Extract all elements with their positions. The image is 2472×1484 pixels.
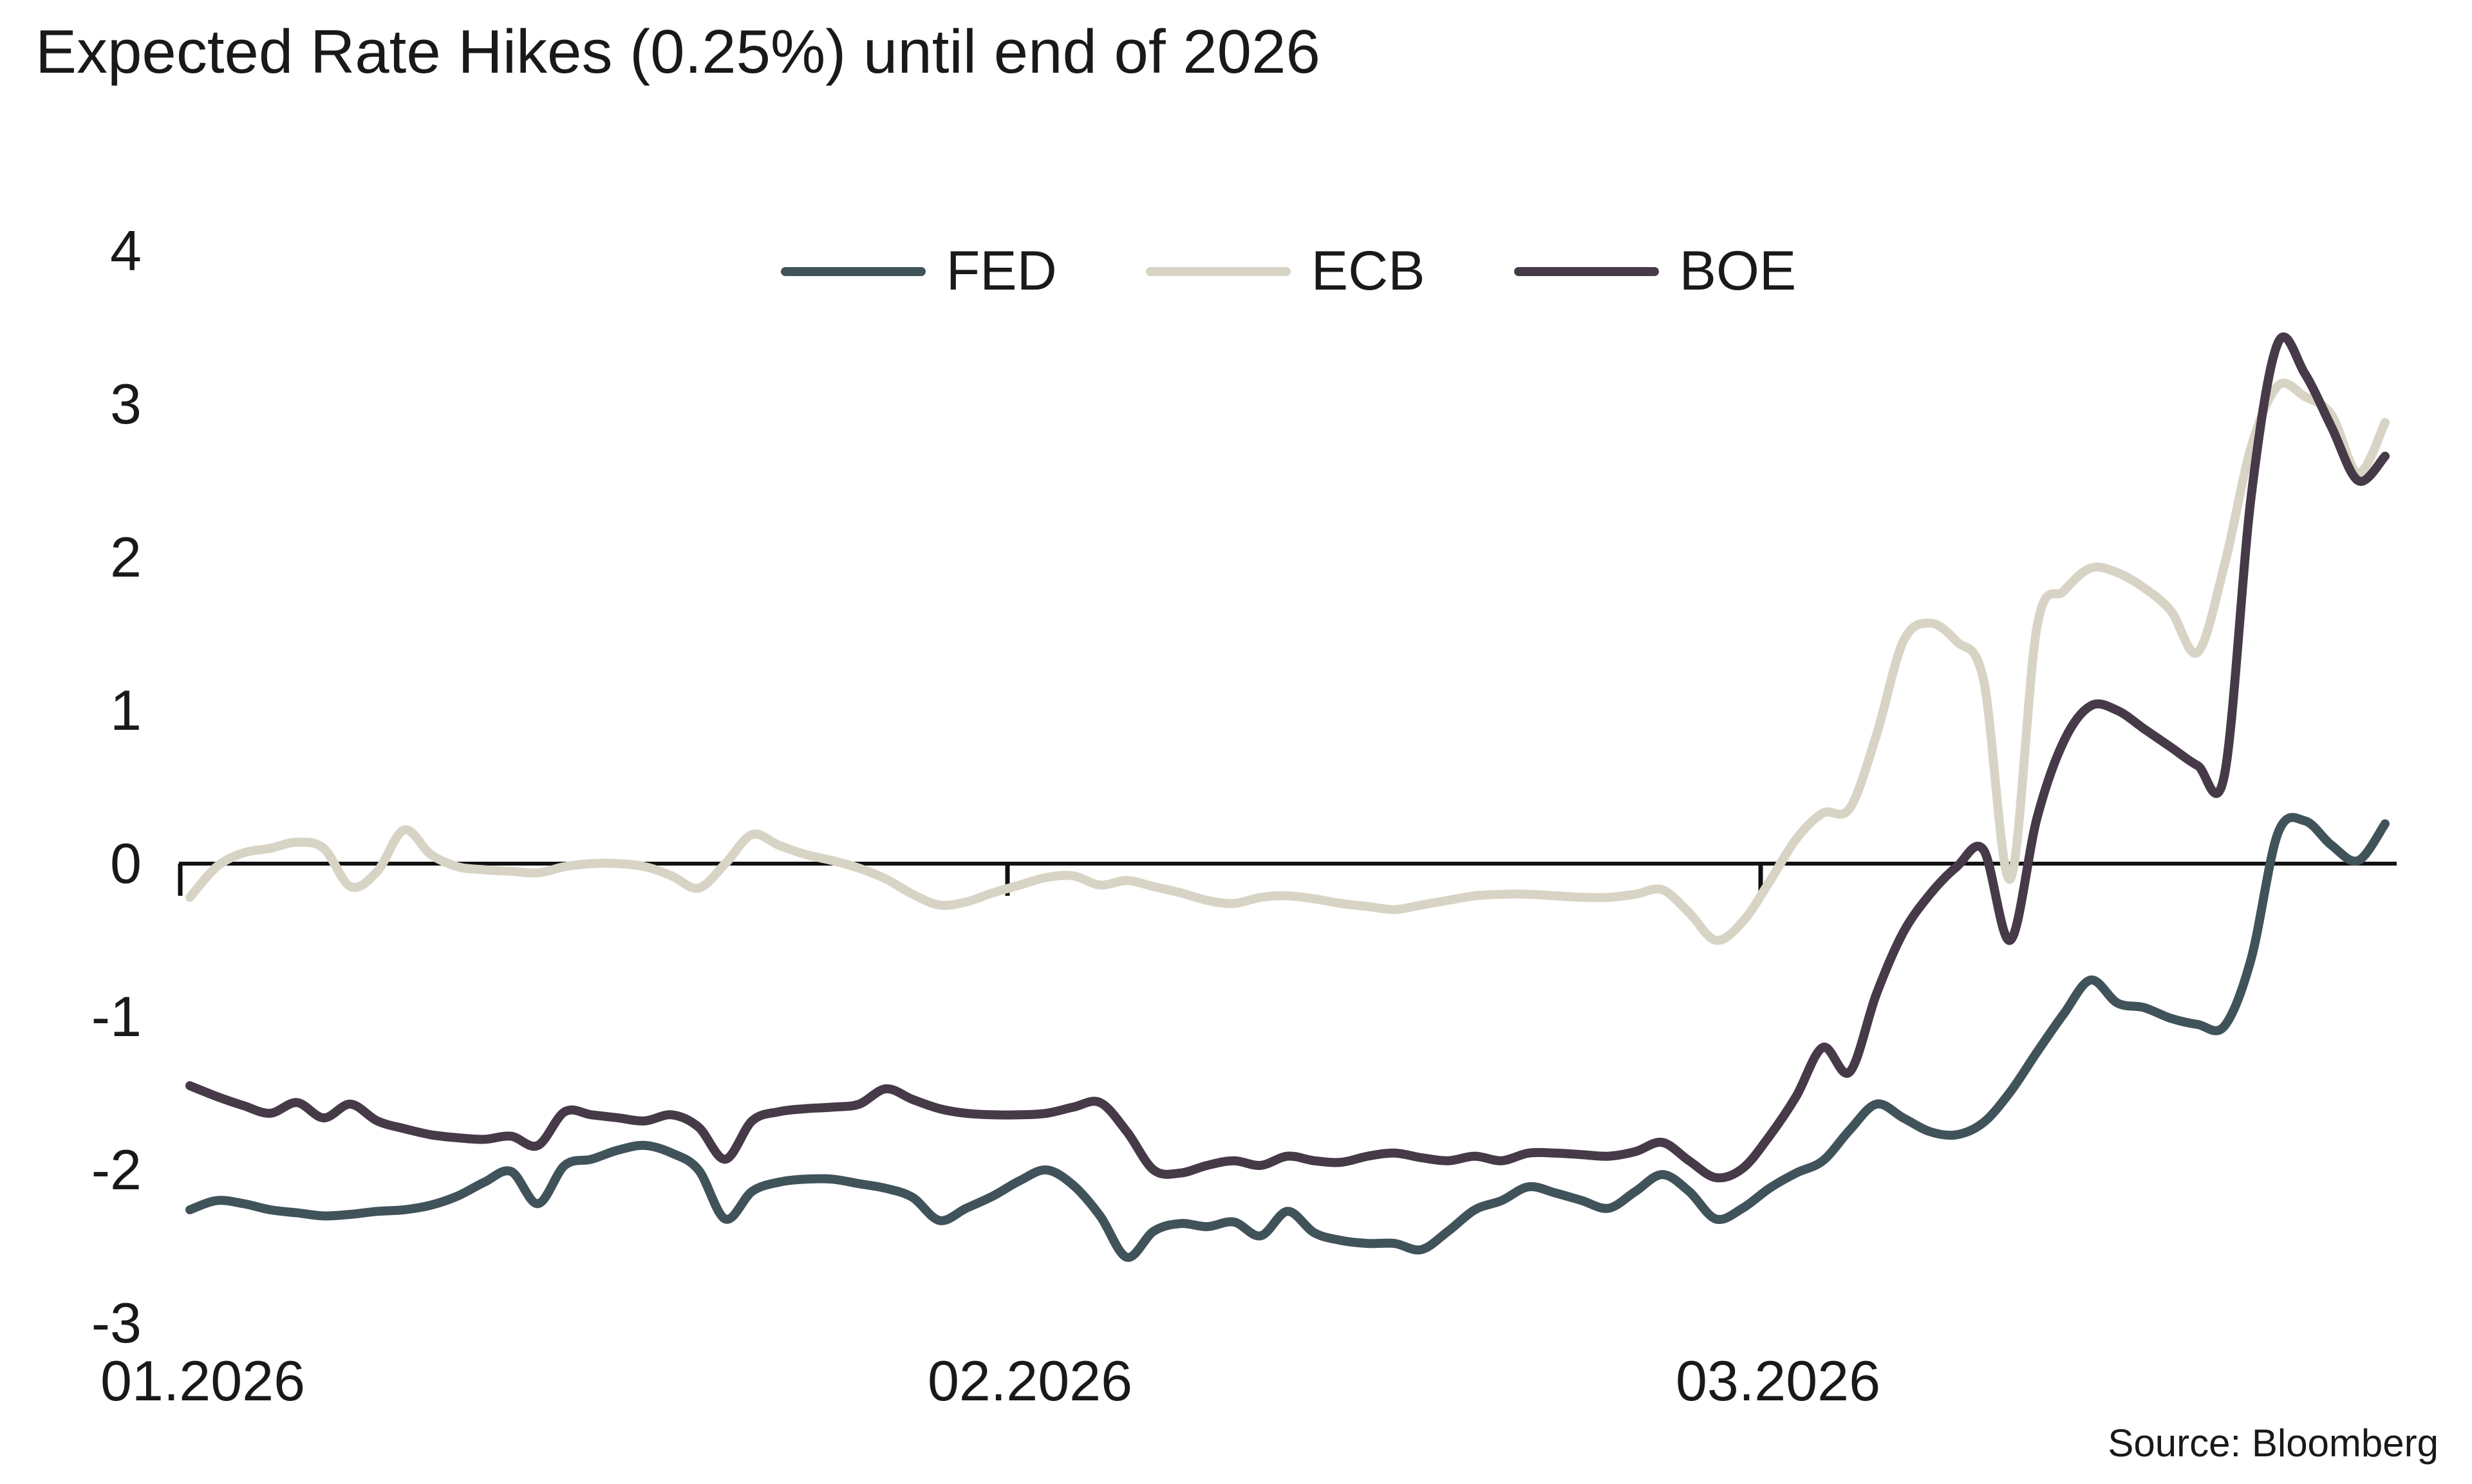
boe-line-series (185, 332, 2390, 1183)
chart-title: Expected Rate Hikes (0.25%) until end of… (35, 17, 1320, 86)
ecb-line-swatch-icon (1145, 266, 1291, 276)
legend-item-ecb: ECB (1145, 239, 1425, 303)
legend-item-fed: FED (780, 239, 1057, 303)
y-axis-tick-label-1: 1 (110, 678, 142, 742)
ecb-line-series (185, 378, 2390, 945)
x-axis-tick-label-01.2026: 01.2026 (100, 1349, 306, 1413)
y-axis-tick-label-2: 2 (110, 525, 142, 589)
source-credit: Source: Bloomberg (2108, 1422, 2439, 1465)
y-axis-tick-label-4: 4 (110, 219, 142, 283)
y-axis-tick-label-0: 0 (110, 831, 142, 895)
fed-line-swatch-icon (780, 266, 926, 276)
y-axis-tick-label-3: 3 (110, 372, 142, 436)
legend-label-boe: BOE (1679, 240, 1797, 302)
fed-line-series (185, 813, 2390, 1262)
y-axis-tick-label--3: -3 (91, 1291, 142, 1355)
x-axis-tick-label-02.2026: 02.2026 (927, 1349, 1133, 1413)
y-axis-tick-label--1: -1 (91, 985, 142, 1048)
legend-item-boe: BOE (1513, 239, 1797, 303)
legend-label-fed: FED (946, 240, 1057, 302)
legend: FED ECB BOE (180, 239, 2397, 303)
legend-label-ecb: ECB (1311, 240, 1425, 302)
y-axis-tick-label--2: -2 (91, 1138, 142, 1201)
x-axis-tick-label-03.2026: 03.2026 (1675, 1349, 1881, 1413)
boe-line-swatch-icon (1513, 266, 1659, 276)
